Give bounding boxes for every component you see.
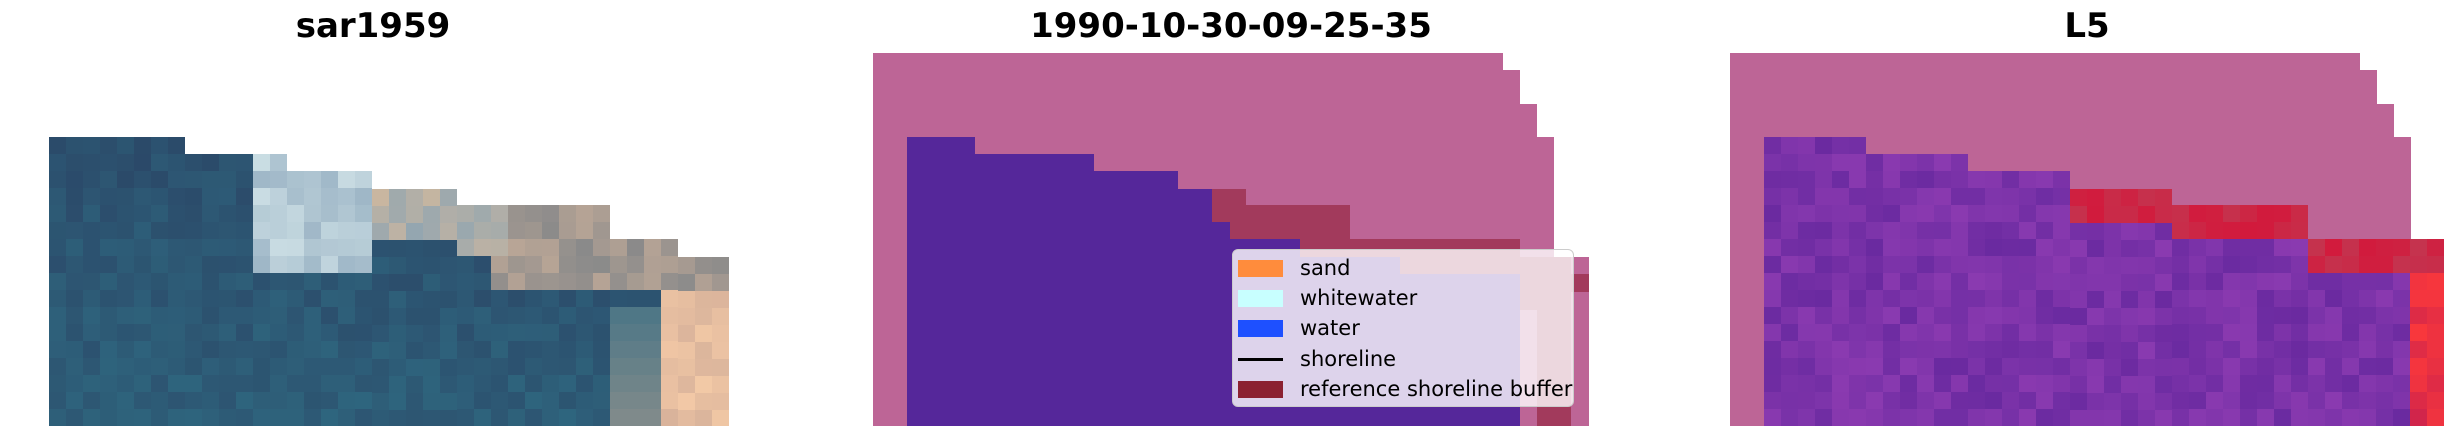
sand-swatch-icon — [1238, 259, 1283, 277]
reference-buffer-swatch-icon — [1238, 380, 1283, 398]
shoreline-line-icon — [1238, 357, 1283, 361]
legend-label-shoreline: shoreline — [1300, 347, 1397, 371]
legend-item-reference-buffer: reference shoreline buffer — [1238, 377, 1572, 401]
edge-buffer-pixel — [1571, 274, 1589, 292]
reference-shoreline-buffer-region — [1212, 189, 1589, 426]
legend-item-water: water — [1238, 316, 1360, 340]
legend-item-sand: sand — [1238, 256, 1350, 280]
satellite-image-panel — [49, 137, 729, 426]
legend-label-sand: sand — [1300, 256, 1351, 280]
panel-title-classified-image: 1990-10-30-09-25-35 — [1030, 6, 1432, 46]
legend: sand whitewater water shoreline referenc… — [1232, 249, 1574, 407]
legend-item-shoreline: shoreline — [1238, 347, 1396, 371]
legend-item-whitewater: whitewater — [1238, 286, 1417, 310]
panel-title-probability-map: L5 — [2064, 6, 2110, 46]
panel-title-satellite-image: sar1959 — [295, 6, 451, 46]
legend-label-whitewater: whitewater — [1300, 286, 1418, 310]
water-swatch-icon — [1238, 319, 1283, 337]
legend-label-water: water — [1300, 316, 1360, 340]
legend-label-reference-buffer: reference shoreline buffer — [1300, 377, 1573, 401]
edge-strip — [1571, 257, 1589, 426]
probability-map-panel — [1730, 53, 2444, 426]
whitewater-swatch-icon — [1238, 289, 1283, 307]
